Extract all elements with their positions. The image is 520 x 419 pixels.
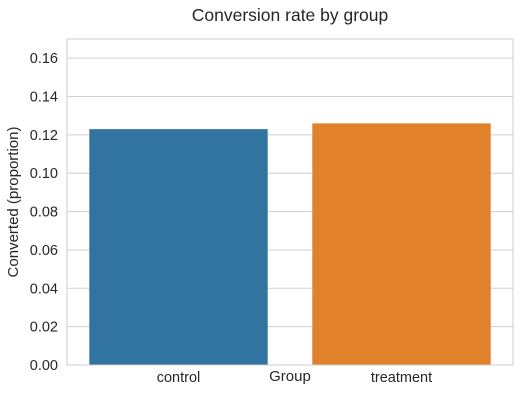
y-tick-labels: 0.00 0.02 0.04 0.06 0.08 0.10 0.12 0.14 0.16 [30, 51, 58, 374]
y-tick-label: 0.08 [30, 205, 58, 221]
y-tick-label: 0.02 [30, 320, 58, 336]
y-tick-label: 0.06 [30, 243, 58, 259]
y-tick-label: 0.12 [30, 128, 58, 144]
y-axis-label: Converted (proportion) [5, 127, 22, 278]
bars [89, 123, 491, 366]
y-tick-label: 0.10 [30, 166, 58, 182]
plot-frame [66, 38, 514, 366]
y-tick-label: 0.16 [30, 51, 58, 67]
bar-treatment [312, 123, 491, 366]
x-tick-label: treatment [371, 370, 432, 386]
x-axis-label: Group [269, 368, 311, 385]
bar-control [89, 129, 268, 365]
x-tick-label: control [157, 370, 201, 386]
x-tick-labels: control treatment [157, 370, 432, 386]
y-tick-label: 0.04 [30, 281, 58, 297]
y-tick-label: 0.00 [30, 358, 58, 374]
chart-title: Conversion rate by group [192, 5, 389, 25]
y-tick-label: 0.14 [30, 90, 58, 106]
